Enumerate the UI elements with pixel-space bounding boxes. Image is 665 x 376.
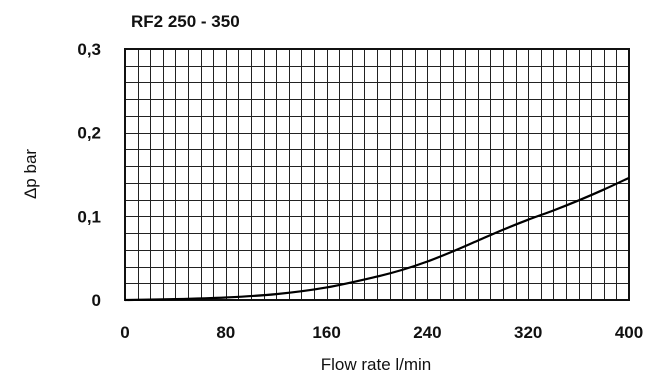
x-axis-label: Flow rate l/min <box>321 355 432 374</box>
y-tick-labels: 0 0,1 0,2 0,3 <box>77 40 101 310</box>
y-tick-label: 0,2 <box>77 124 101 143</box>
y-tick-label: 0 <box>92 291 101 310</box>
pressure-drop-curve <box>124 176 630 302</box>
x-tick-label: 80 <box>216 323 235 342</box>
x-tick-label: 240 <box>413 323 441 342</box>
y-axis-label: Δp bar <box>21 149 40 199</box>
x-tick-labels: 0 80 160 240 320 400 <box>120 323 643 342</box>
x-tick-label: 160 <box>312 323 340 342</box>
y-tick-label: 0,3 <box>77 40 101 59</box>
x-tick-label: 0 <box>120 323 129 342</box>
chart-grid <box>125 49 629 300</box>
x-tick-label: 320 <box>514 323 542 342</box>
plot-frame <box>124 48 630 301</box>
chart-title: RF2 250 - 350 <box>131 12 240 31</box>
x-tick-label: 400 <box>615 323 643 342</box>
series-layer <box>124 176 630 302</box>
y-tick-label: 0,1 <box>77 207 101 226</box>
